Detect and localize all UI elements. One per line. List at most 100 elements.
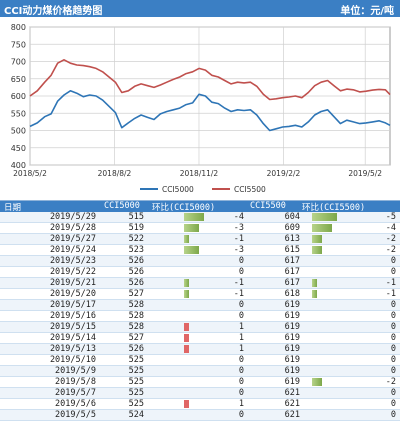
cell-date: 2019/5/24: [49, 245, 96, 255]
chart-title: CCI动力煤价格趋势图: [4, 6, 103, 17]
cell-change-cci5500: -1: [385, 289, 396, 299]
cell-cci5500: 615: [284, 245, 300, 255]
cell-cci5000: 528: [128, 322, 144, 332]
cell-change-cci5000: 1: [238, 399, 244, 409]
cell-cci5000: 527: [128, 333, 144, 343]
cell-cci5000: 523: [128, 245, 144, 255]
cell-change-cci5500: 0: [390, 344, 396, 354]
table-row: 2019/5/14 527 1 619 0: [0, 333, 400, 344]
cell-change-cci5500: -2: [385, 234, 396, 244]
cell-change-cci5000: -1: [233, 278, 244, 288]
change-bar-cci5000: [184, 345, 189, 353]
legend-label-cci5000: CCI5000: [162, 185, 194, 194]
cell-cci5000: 525: [128, 388, 144, 398]
table-row: 2019/5/28 519 -3 609 -4: [0, 223, 400, 234]
y-tick-label: 550: [11, 109, 26, 118]
divider: [0, 200, 400, 201]
cell-cci5500: 619: [284, 344, 300, 354]
cell-cci5000: 528: [128, 300, 144, 310]
change-bar-cci5500: [312, 279, 317, 287]
cell-cci5000: 525: [128, 399, 144, 409]
cell-change-cci5500: 0: [390, 300, 396, 310]
cell-change-cci5000: 0: [238, 267, 244, 277]
cell-change-cci5000: -1: [233, 234, 244, 244]
change-bar-cci5500: [312, 213, 337, 221]
cell-date: 2019/5/21: [49, 278, 96, 288]
x-tick-label: 2018/11/2: [180, 169, 219, 178]
cell-date: 2019/5/13: [49, 344, 96, 354]
table-row: 2019/5/29 515 -4 604 -5: [0, 212, 400, 223]
table-row: 2019/5/6 525 1 621 0: [0, 399, 400, 410]
cell-change-cci5000: 0: [238, 377, 244, 387]
cell-change-cci5000: 0: [238, 311, 244, 321]
cell-change-cci5500: -1: [385, 278, 396, 288]
cell-change-cci5000: -4: [233, 212, 244, 222]
table-row: 2019/5/13 526 1 619 0: [0, 344, 400, 355]
cell-date: 2019/5/20: [49, 289, 96, 299]
cell-cci5500: 619: [284, 355, 300, 365]
cell-change-cci5000: 0: [238, 355, 244, 365]
cell-date: 2019/5/6: [55, 399, 96, 409]
legend-label-cci5500: CCI5500: [234, 185, 266, 194]
table-row: 2019/5/21 526 -1 617 -1: [0, 278, 400, 289]
change-bar-cci5000: [184, 290, 189, 298]
cell-date: 2019/5/15: [49, 322, 96, 332]
table-row: 2019/5/9 525 0 619 0: [0, 366, 400, 377]
cell-cci5500: 619: [284, 333, 300, 343]
cell-date: 2019/5/10: [49, 355, 96, 365]
cell-change-cci5500: 0: [390, 388, 396, 398]
cell-cci5500: 621: [284, 399, 300, 409]
table-row: 2019/5/20 527 -1 618 -1: [0, 289, 400, 300]
table-row: 2019/5/8 525 0 619 -2: [0, 377, 400, 388]
change-bar-cci5000: [184, 334, 189, 342]
cell-cci5500: 619: [284, 377, 300, 387]
change-bar-cci5500: [312, 246, 322, 254]
x-tick-label: 2018/5/2: [13, 169, 47, 178]
cell-date: 2019/5/8: [55, 377, 96, 387]
x-tick-label: 2019/2/2: [267, 169, 301, 178]
cell-cci5000: 526: [128, 344, 144, 354]
cell-cci5500: 621: [284, 388, 300, 398]
cell-date: 2019/5/16: [49, 311, 96, 321]
cell-cci5000: 525: [128, 366, 144, 376]
cell-date: 2019/5/22: [49, 267, 96, 277]
cell-cci5000: 526: [128, 278, 144, 288]
cell-change-cci5000: -3: [233, 245, 244, 255]
cell-cci5000: 525: [128, 355, 144, 365]
table-row: 2019/5/15 528 1 619 0: [0, 322, 400, 333]
cell-cci5500: 617: [284, 256, 300, 266]
cell-cci5500: 619: [284, 311, 300, 321]
cell-date: 2019/5/7: [55, 388, 96, 398]
cell-change-cci5000: 0: [238, 410, 244, 420]
cell-cci5500: 617: [284, 267, 300, 277]
table-row: 2019/5/24 523 -3 615 -2: [0, 245, 400, 256]
cell-date: 2019/5/23: [49, 256, 96, 266]
header-change-cci5000: 环比(CCI5000): [152, 203, 216, 213]
cell-date: 2019/5/9: [55, 366, 96, 376]
cell-change-cci5000: 1: [238, 344, 244, 354]
cell-change-cci5500: 0: [390, 333, 396, 343]
y-tick-label: 450: [11, 144, 26, 153]
price-table: 2019/5/29 515 -4 604 -5 2019/5/28 519 -3 609 -4 20…: [0, 212, 400, 421]
header-cci5500: CCI5500: [250, 201, 286, 211]
change-bar-cci5000: [184, 279, 189, 287]
cell-date: 2019/5/5: [55, 410, 96, 420]
title-bar: CCI动力煤价格趋势图 单位：元/吨: [0, 0, 400, 17]
cell-cci5500: 621: [284, 410, 300, 420]
cell-change-cci5000: 1: [238, 333, 244, 343]
header-change-cci5500: 环比(CCI5500): [302, 203, 366, 213]
cell-change-cci5000: 1: [238, 322, 244, 332]
cell-change-cci5500: -4: [385, 223, 396, 233]
cell-cci5000: 526: [128, 256, 144, 266]
change-bar-cci5500: [312, 378, 322, 386]
y-tick-label: 400: [11, 161, 26, 170]
x-tick-label: 2019/5/2: [348, 169, 382, 178]
cell-change-cci5500: -2: [385, 377, 396, 387]
cell-cci5500: 604: [284, 212, 300, 222]
cell-cci5000: 525: [128, 377, 144, 387]
table-row: 2019/5/5 524 0 621 0: [0, 410, 400, 421]
y-tick-label: 750: [11, 40, 26, 49]
cell-change-cci5500: -2: [385, 245, 396, 255]
